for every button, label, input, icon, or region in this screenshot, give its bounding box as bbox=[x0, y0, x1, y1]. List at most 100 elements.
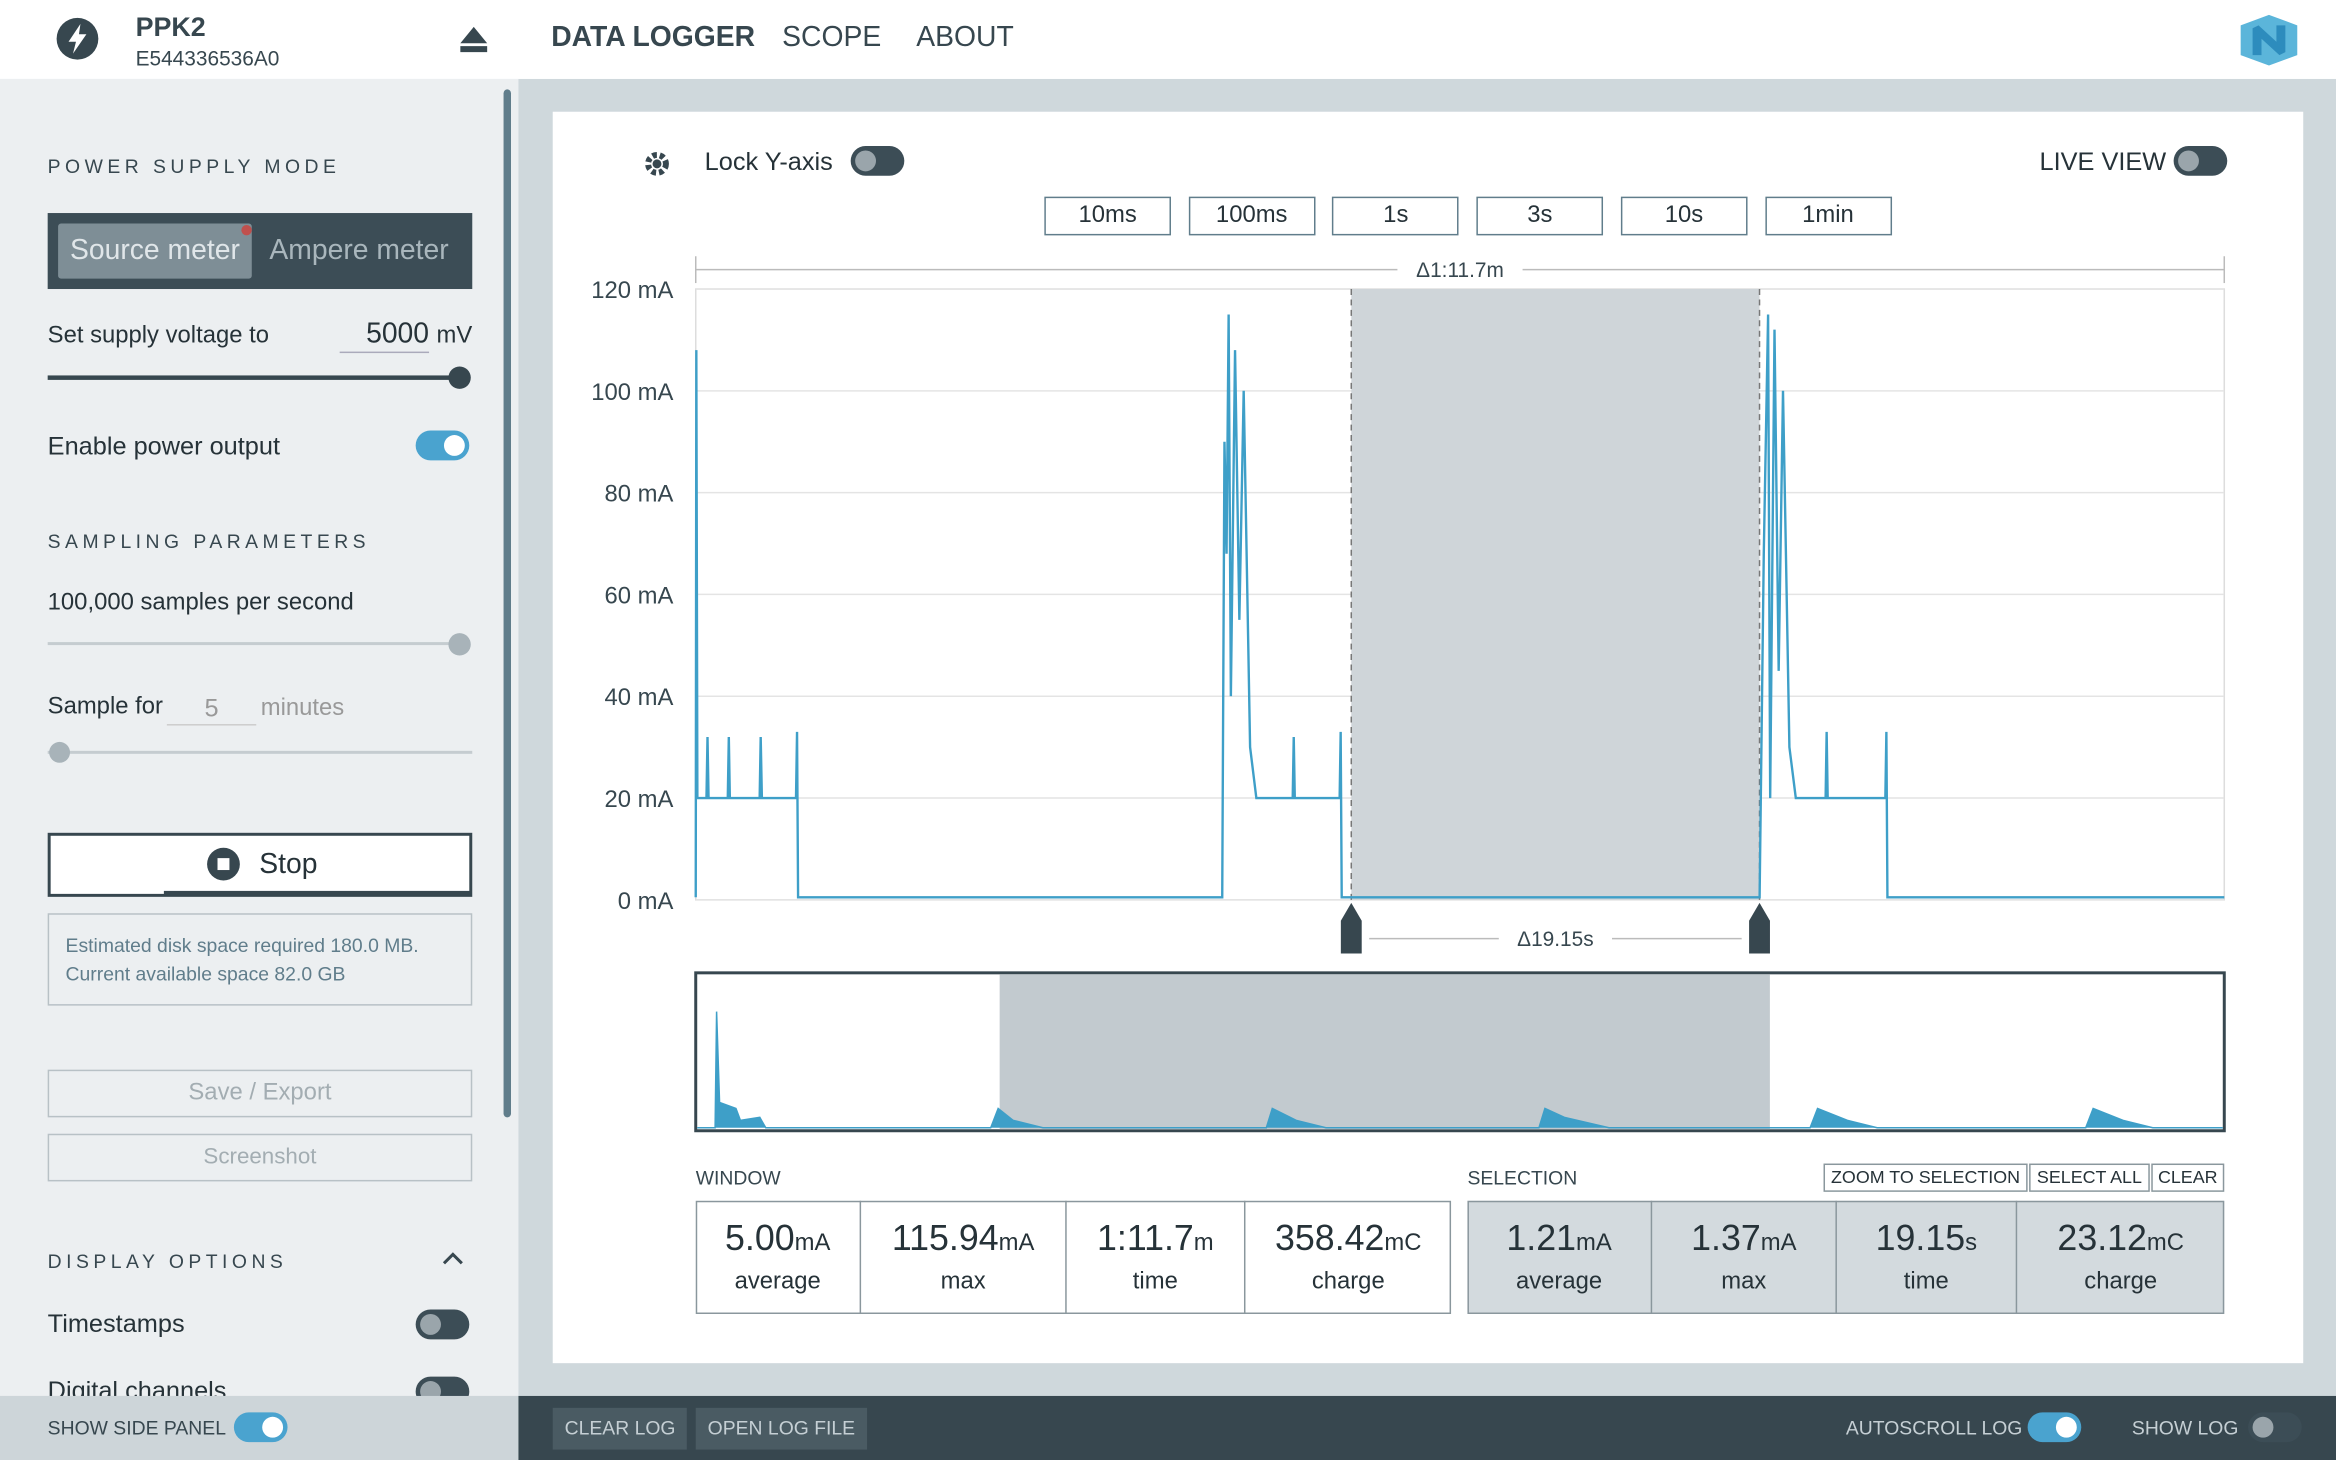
window-button[interactable]: 1s bbox=[1332, 196, 1460, 236]
stat: 23.12mC charge bbox=[2017, 1201, 2224, 1314]
section-title: DISPLAY OPTIONS bbox=[47, 1249, 288, 1273]
nav-tab[interactable]: DATA LOGGER bbox=[551, 22, 756, 54]
window-stats bbox=[695, 1200, 1452, 1315]
y-tick-label: 100 mA bbox=[591, 379, 673, 406]
side-panel: POWER SUPPLY MODE Source meter Ampere me… bbox=[0, 78, 519, 1396]
toggle[interactable] bbox=[415, 1376, 470, 1396]
selection-handle bbox=[1749, 902, 1770, 954]
window-button[interactable]: 10s bbox=[1620, 196, 1748, 236]
sample-rate: 100,000 samples per second bbox=[47, 589, 354, 616]
stat-label: time bbox=[1132, 1269, 1178, 1295]
toggle[interactable] bbox=[415, 1309, 470, 1340]
stat-label: max bbox=[940, 1269, 986, 1295]
toggle[interactable] bbox=[233, 1412, 288, 1443]
settings-icon[interactable] bbox=[644, 150, 671, 177]
window-delta: Δ1:11.7m bbox=[1416, 259, 1504, 282]
stat-label: charge bbox=[1311, 1269, 1385, 1295]
window-button[interactable]: 100ms bbox=[1188, 196, 1316, 236]
progress bbox=[163, 890, 471, 896]
device-serial: E544336536A0 bbox=[135, 46, 280, 71]
stat-number: 1.37 bbox=[1691, 1218, 1761, 1259]
footer-label: SHOW LOG bbox=[2131, 1416, 2239, 1440]
stop-label[interactable]: Stop bbox=[259, 849, 318, 881]
stat-number: 5.00 bbox=[724, 1218, 795, 1259]
stat: 19.15s time bbox=[1837, 1200, 2018, 1315]
mode-button[interactable]: Source meter bbox=[58, 223, 252, 279]
stat-number: 19.15 bbox=[1875, 1218, 1966, 1259]
y-tick-label: 0 mA bbox=[618, 888, 674, 915]
screenshot-button[interactable]: Screenshot bbox=[47, 1133, 473, 1182]
stat-unit: mA bbox=[794, 1230, 831, 1256]
voltage-input[interactable]: 5000 bbox=[339, 319, 430, 354]
toggle-label: Enable power output bbox=[47, 432, 281, 461]
trace bbox=[694, 314, 2225, 899]
sample-for-input[interactable]: 5 bbox=[166, 694, 257, 726]
delta-bg bbox=[1397, 254, 1523, 285]
zoom-button[interactable]: ZOOM TO SELECTION bbox=[1823, 1163, 2028, 1192]
y-tick-label: 20 mA bbox=[605, 786, 674, 813]
nav-tab[interactable]: ABOUT bbox=[916, 22, 1014, 54]
toggle-label: Digital channels bbox=[47, 1376, 227, 1396]
window-button[interactable]: 10ms bbox=[1044, 196, 1171, 236]
disk-info: Current available space 82.0 GB bbox=[65, 962, 346, 985]
window-button[interactable]: 3s bbox=[1476, 196, 1604, 236]
stat-value: 358.42mC bbox=[1245, 1219, 1451, 1261]
toggle[interactable] bbox=[2173, 146, 2228, 176]
lock-y-label: Lock Y-axis bbox=[704, 147, 833, 176]
stat-label: max bbox=[1721, 1269, 1767, 1295]
section-title: POWER SUPPLY MODE bbox=[47, 154, 341, 178]
stat-unit: s bbox=[1965, 1230, 1978, 1256]
toggle[interactable] bbox=[2248, 1412, 2302, 1443]
save-button[interactable]: Save / Export bbox=[47, 1069, 473, 1118]
stat-number: 1:11.7 bbox=[1097, 1218, 1194, 1259]
toggle[interactable] bbox=[2027, 1412, 2082, 1443]
mode-button[interactable]: Ampere meter bbox=[269, 235, 449, 267]
disk-info: Estimated disk space required 180.0 MB. bbox=[65, 934, 419, 957]
open-log-button[interactable]: OPEN LOG FILE bbox=[695, 1407, 868, 1450]
collapse-icon[interactable] bbox=[441, 1250, 465, 1268]
nordic-logo bbox=[2240, 14, 2298, 66]
y-tick-label: 80 mA bbox=[605, 481, 674, 508]
stat-value: 1.37mA bbox=[1652, 1219, 1835, 1261]
stats-title: SELECTION bbox=[1467, 1166, 1578, 1189]
stat: 1.37mA max bbox=[1652, 1200, 1837, 1315]
select-all-button[interactable]: SELECT ALL bbox=[2029, 1163, 2150, 1192]
footer-label: AUTOSCROLL LOG bbox=[1845, 1416, 2023, 1440]
slider-handle[interactable] bbox=[49, 741, 71, 763]
stat-value: 23.12mC bbox=[2017, 1219, 2224, 1261]
eject-button[interactable] bbox=[457, 24, 490, 54]
selection-delta: Δ19.15s bbox=[1517, 928, 1594, 951]
nav-tab[interactable]: SCOPE bbox=[782, 22, 882, 54]
selection-handle bbox=[1340, 902, 1362, 954]
slider-track bbox=[47, 642, 462, 646]
slider-handle[interactable] bbox=[448, 366, 471, 389]
stat-number: 358.42 bbox=[1275, 1218, 1385, 1259]
stat: 5.00mA average bbox=[696, 1200, 862, 1315]
slider-handle[interactable] bbox=[448, 633, 471, 656]
stat: 358.42mC charge bbox=[1245, 1201, 1451, 1314]
stat: 1.21mA average bbox=[1467, 1200, 1653, 1315]
stat-value: 1.21mA bbox=[1467, 1219, 1650, 1261]
indicator bbox=[241, 224, 252, 236]
sample-for-label: Sample for bbox=[47, 694, 163, 720]
clear-log-button[interactable]: CLEAR LOG bbox=[552, 1407, 688, 1450]
toggle-label: Timestamps bbox=[47, 1309, 185, 1338]
slider-track bbox=[47, 375, 462, 380]
delta-bg bbox=[1498, 923, 1613, 954]
window-button[interactable]: 1min bbox=[1764, 196, 1892, 236]
stat-unit: mA bbox=[998, 1230, 1035, 1256]
y-tick-label: 60 mA bbox=[605, 582, 674, 609]
scrollbar[interactable] bbox=[503, 89, 512, 1118]
stat-label: time bbox=[1903, 1269, 1949, 1295]
toggle[interactable] bbox=[415, 430, 470, 461]
unit-dropdown[interactable]: minutes bbox=[260, 695, 345, 722]
toggle[interactable] bbox=[850, 146, 905, 176]
disk-info-box bbox=[47, 913, 473, 1006]
clear-button[interactable]: CLEAR bbox=[2151, 1163, 2225, 1192]
section-title: SAMPLING PARAMETERS bbox=[47, 530, 371, 553]
minimap-trace bbox=[697, 1011, 2223, 1129]
y-tick-label: 120 mA bbox=[591, 277, 673, 304]
selection-stats bbox=[1467, 1200, 2225, 1315]
